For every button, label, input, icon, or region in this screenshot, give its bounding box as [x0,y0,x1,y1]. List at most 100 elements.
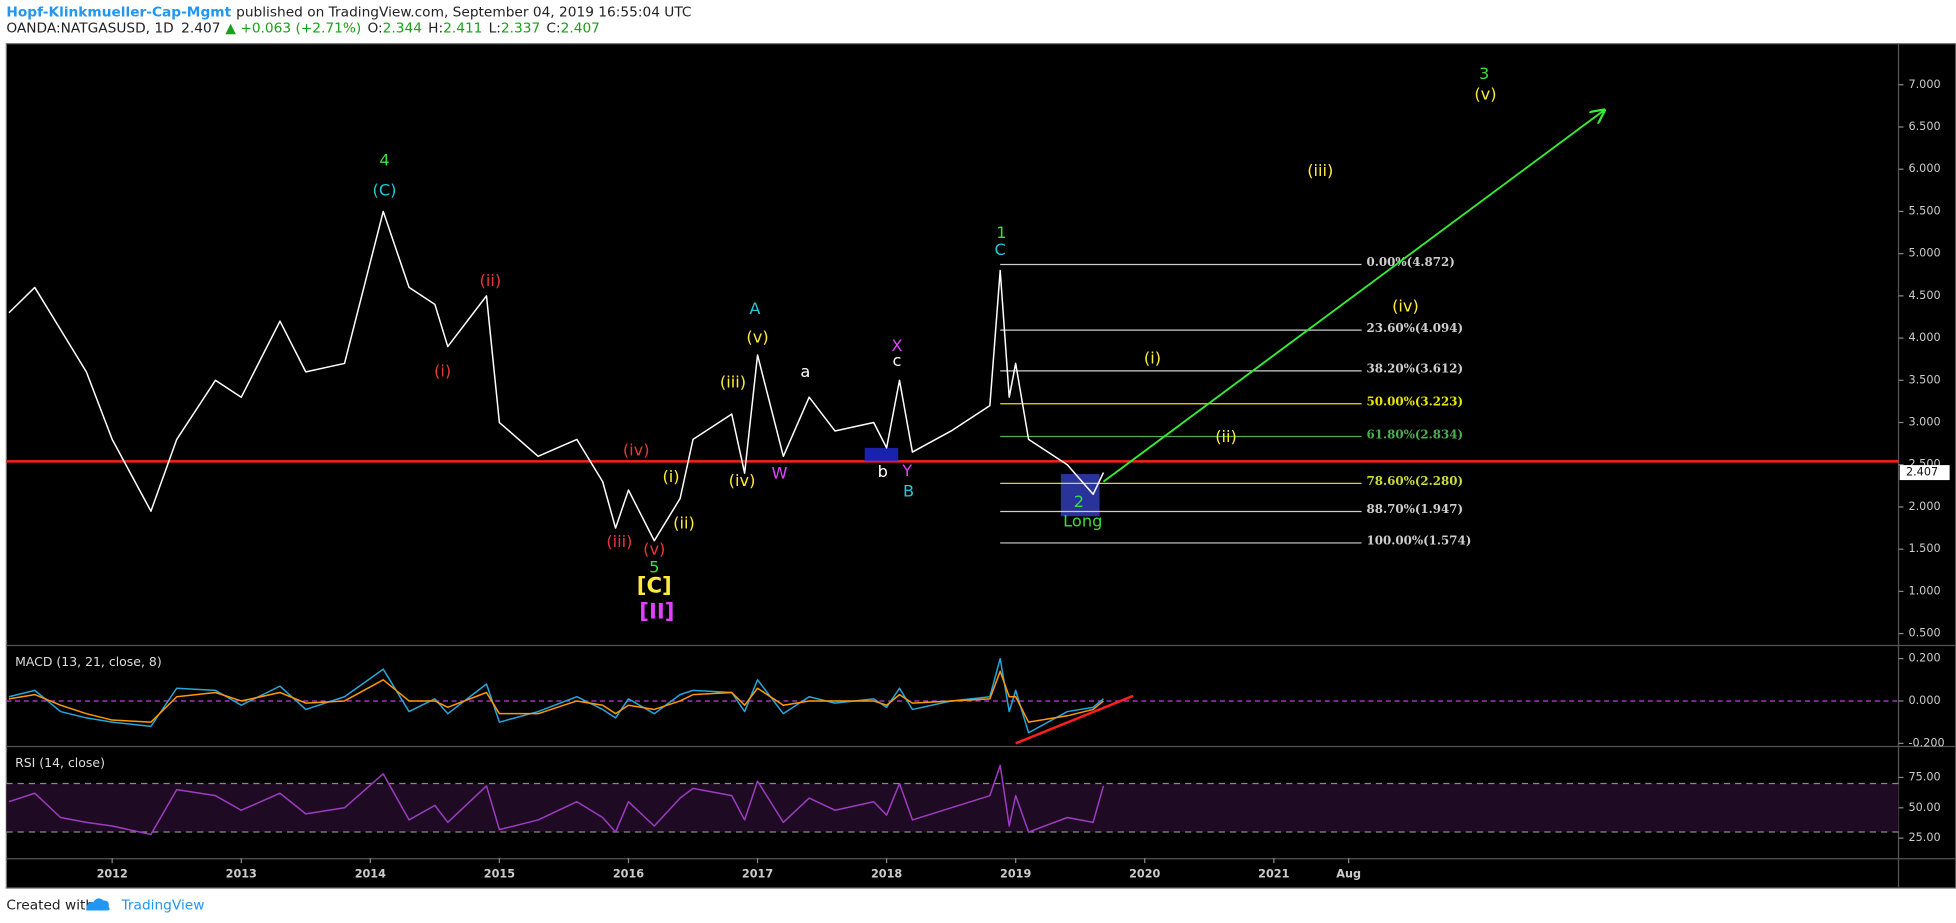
wave-label: 1 [996,223,1006,242]
fib-label: 100.00%(1.574) [1367,534,1472,548]
y-tick-label: -0.200 [1908,736,1944,749]
wave-label: 4 [379,150,389,169]
ohlc-label: L: [489,21,501,37]
price-line [8,764,1105,836]
symbol: OANDA:NATGASUSD, 1D [6,21,173,37]
fib-label: 50.00%(3.223) [1367,394,1464,408]
y-tick-label: 4.000 [1908,331,1940,344]
author: Hopf-Klinkmueller-Cap-Mgmt [6,4,231,20]
y-tick-label: 5.000 [1908,247,1940,260]
x-tick-label: Aug [1336,867,1361,880]
wave-label: (i) [1144,349,1161,368]
wave-label: C [995,240,1006,259]
wave-label: B [903,481,914,500]
y-tick-label: 0.500 [1908,627,1940,640]
y-tick-label: 50.00 [1908,801,1940,814]
wave-label: (v) [746,328,768,347]
y-tick-label: 7.000 [1908,78,1940,91]
arrow [1102,110,1604,483]
change: ▲ +0.063 (+2.71%) [225,21,361,37]
x-tick-label: 2020 [1129,867,1160,880]
wave-label: (iii) [606,532,632,551]
ohlc-value: 2.407 [561,21,600,37]
wave-label: (C) [373,181,397,200]
indicator-title: RSI (14, close) [15,755,105,770]
trendline [1015,694,1134,745]
y-tick-label: 25.00 [1908,831,1940,844]
x-tick-label: 2018 [871,867,902,880]
brand-logo [86,898,110,911]
ohlc-value: 2.411 [443,21,482,37]
fib-label: 38.20%(3.612) [1367,362,1464,376]
zone-box [1060,474,1100,517]
ohlc-label: H: [428,21,443,37]
y-tick-label: 0.000 [1908,694,1940,707]
y-tick-label: 3.500 [1908,373,1940,386]
indicator-line [8,670,1104,723]
fib-label: 78.60%(2.280) [1367,474,1464,488]
ohlc-value: 2.337 [501,21,540,37]
y-tick-label: 4.500 [1908,289,1940,302]
wave-label: (v) [643,540,665,559]
wave-label: A [749,299,760,318]
wave-label: b [878,462,888,481]
y-tick-label: 75.00 [1908,770,1940,783]
pane: 75.00 50.00 25.00 RSI (14, close) 2012 2013 20… [6,755,1941,880]
wave-label: (iv) [729,471,756,490]
wave-label: (ii) [673,513,695,532]
wave-label: [II] [639,599,674,624]
fib-label: 23.60%(4.094) [1367,321,1464,335]
x-tick-label: 2015 [484,867,515,880]
last: 2.407 [181,21,220,37]
wave-label: (i) [662,467,679,486]
last-price-badge [1899,465,1950,481]
wave-label: (iv) [623,441,650,460]
y-tick-label: 6.000 [1908,162,1940,175]
published: published on TradingView.com, September … [236,4,691,20]
brand: TradingView [121,898,205,914]
x-tick-label: 2017 [742,867,773,880]
wave-label: c [892,351,901,370]
created-with: Created with [6,898,94,914]
indicator-title: MACD (13, 21, close, 8) [15,654,162,669]
ohlc-label: O: [367,21,382,37]
footer: Created with TradingView [6,898,204,914]
wave-label: (i) [434,361,451,380]
wave-label: 3 [1479,64,1489,83]
y-tick-label: 1.000 [1908,584,1940,597]
wave-label: (ii) [480,271,502,290]
wave-label: (ii) [1215,427,1237,446]
y-tick-label: 0.200 [1908,652,1940,665]
fib-label: 61.80%(2.834) [1367,427,1464,441]
last-price-label: 2.407 [1906,466,1938,479]
pane: 0.200 0.000 -0.200 MACD (13, 21, close, 8) [6,652,1945,749]
x-tick-label: 2012 [97,867,128,880]
wave-label: Y [901,461,912,480]
wave-label: W [771,464,787,483]
chart-frame [5,43,1956,889]
x-tick-label: 2016 [613,867,644,880]
ohlc-value: 2.344 [383,21,422,37]
wave-label: X [891,336,902,355]
y-tick-label: 3.000 [1908,416,1940,429]
y-tick-label: 5.500 [1908,204,1940,217]
pane: 0.5001.0001.5002.0002.5003.0003.5004.000… [6,64,1950,640]
ohlc-label: C: [546,21,560,37]
fib-label: 88.70%(1.947) [1367,502,1464,516]
wave-label: 2 [1074,492,1084,511]
x-tick-label: 2019 [1000,867,1031,880]
wave-label: (iii) [720,372,746,391]
x-tick-label: 2021 [1258,867,1289,880]
y-tick-label: 2.000 [1908,500,1940,513]
wave-label: Long [1063,512,1102,531]
wave-label: [C] [637,572,672,597]
price-line [8,210,1105,542]
wave-label: (iii) [1307,161,1333,180]
fib-label: 0.00%(4.872) [1367,255,1455,269]
zone-box [864,447,899,462]
wave-label: (v) [1474,84,1496,103]
wave-label: a [800,362,810,381]
x-tick-label: 2014 [355,867,386,880]
